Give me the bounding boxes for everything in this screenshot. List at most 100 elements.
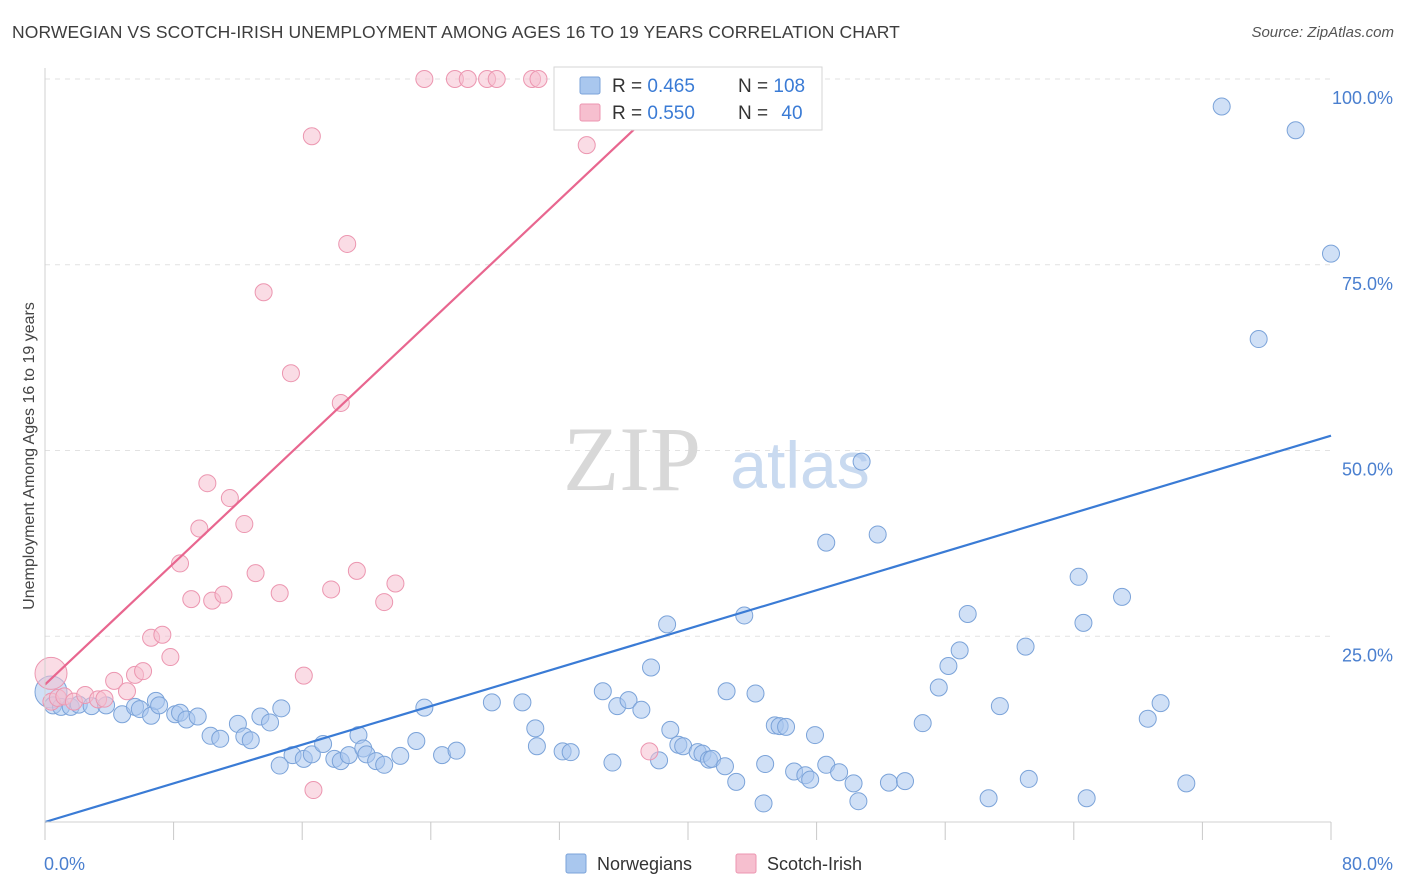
norwegians-point	[717, 682, 736, 701]
r-label-blue: R =	[612, 76, 647, 97]
scotch-irish-point	[577, 136, 596, 155]
scotch-irish-point	[171, 554, 190, 573]
norwegians-point	[658, 615, 677, 634]
scotch-irish-point	[415, 70, 434, 88]
norwegians-point	[527, 737, 546, 756]
x-tick-label: 80.0%	[1342, 854, 1393, 874]
norwegians-point	[261, 713, 280, 732]
norwegians-point	[391, 746, 410, 765]
norwegians-point	[270, 756, 289, 775]
norwegians-trend-line	[44, 434, 1332, 824]
scotch-irish-point	[281, 364, 300, 383]
norwegians-point	[1019, 769, 1038, 788]
norwegians-point	[526, 719, 545, 738]
norwegians-point	[150, 696, 169, 715]
axes: 100.0% 75.0% 50.0% 25.0% 0.0% 80.0%	[44, 68, 1393, 874]
norwegians-point	[979, 789, 998, 808]
legend-swatch-blue	[579, 76, 601, 95]
norwegians-point	[302, 745, 321, 764]
norwegians-point	[844, 774, 863, 793]
series-scotch-irish	[34, 70, 659, 800]
scotch-irish-point	[34, 656, 68, 690]
scotch-irish-point	[302, 127, 321, 146]
legend-label-norwegians: Norwegians	[597, 854, 692, 874]
norwegians-point	[447, 741, 466, 760]
trend-lines	[44, 100, 1332, 824]
norwegians-point	[849, 792, 868, 811]
norwegians-point	[1249, 330, 1268, 349]
scotch-irish-point	[246, 564, 265, 583]
y-axis-label: Unemployment Among Ages 16 to 19 years	[21, 302, 38, 610]
norwegians-point	[375, 755, 394, 774]
watermark-zip: ZIP	[563, 408, 701, 510]
norwegians-point	[830, 763, 849, 782]
r-value-pink: 0.550	[647, 103, 695, 124]
norwegians-point	[188, 707, 207, 726]
norwegians-point	[805, 726, 824, 745]
scotch-irish-point	[220, 489, 239, 508]
scotch-irish-point	[254, 283, 273, 302]
norwegians-point	[950, 641, 969, 660]
norwegians-point	[715, 757, 734, 776]
norwegians-point	[746, 684, 765, 703]
scotch-irish-point	[117, 682, 136, 701]
scotch-irish-point	[304, 781, 323, 800]
norwegians-point	[1016, 637, 1035, 656]
y-tick-label: 25.0%	[1342, 645, 1393, 665]
norwegians-point	[619, 691, 638, 710]
norwegians-point	[272, 699, 291, 718]
source-label: Source: ZipAtlas.com	[1251, 24, 1394, 41]
norwegians-point	[958, 604, 977, 623]
n-label-blue: N =	[738, 76, 773, 97]
norwegians-point	[513, 693, 532, 712]
norwegians-point	[1077, 789, 1096, 808]
legend-swatch-norwegians	[565, 853, 587, 874]
legend-swatch-pink	[579, 103, 601, 122]
norwegians-point	[1286, 121, 1305, 140]
n-label-pink: N =	[738, 103, 773, 124]
grid	[45, 78, 1331, 637]
y-tick-label: 100.0%	[1332, 88, 1393, 108]
norwegians-point	[1138, 709, 1157, 728]
scotch-irish-point	[338, 234, 357, 253]
scotch-irish-point	[458, 70, 477, 88]
norwegians-point	[1069, 567, 1088, 586]
y-tick-label: 50.0%	[1342, 460, 1393, 480]
norwegians-point	[852, 452, 871, 471]
scotch-irish-point	[386, 574, 405, 593]
norwegians-point	[990, 697, 1009, 716]
r-value-blue: 0.465	[647, 76, 695, 97]
norwegians-point	[211, 729, 230, 748]
scotch-irish-point	[198, 474, 217, 493]
n-value-blue: 108	[773, 76, 805, 97]
norwegians-point	[801, 770, 820, 789]
watermark-atlas: atlas	[730, 428, 869, 502]
norwegians-point	[642, 658, 661, 677]
norwegians-point	[1151, 694, 1170, 713]
scotch-irish-point	[270, 584, 289, 603]
scotch-irish-point	[161, 648, 180, 667]
norwegians-point	[879, 773, 898, 792]
legend-label-scotch-irish: Scotch-Irish	[767, 854, 862, 874]
norwegians-point	[241, 731, 260, 750]
scotch-irish-point	[235, 515, 254, 534]
norwegians-point	[1322, 244, 1340, 263]
x-tick-label: 0.0%	[44, 854, 85, 874]
norwegians-point	[756, 755, 775, 774]
norwegians-point	[482, 693, 501, 712]
r-label-pink: R =	[612, 103, 647, 124]
scotch-irish-trend-line	[44, 100, 665, 686]
norwegians-point	[896, 772, 915, 791]
norwegians-point	[1113, 587, 1132, 606]
scotch-irish-point	[322, 580, 341, 599]
scotch-irish-point	[347, 561, 366, 580]
norwegians-point	[777, 717, 796, 736]
scotch-irish-point	[182, 590, 201, 609]
norwegians-point	[1212, 97, 1231, 116]
norwegians-point	[603, 753, 622, 772]
norwegians-point	[407, 732, 426, 751]
stats-legend: R = 0.465 N = 108 R = 0.550 N = 40	[553, 66, 823, 131]
norwegians-point	[593, 682, 612, 701]
norwegians-point	[561, 743, 580, 762]
